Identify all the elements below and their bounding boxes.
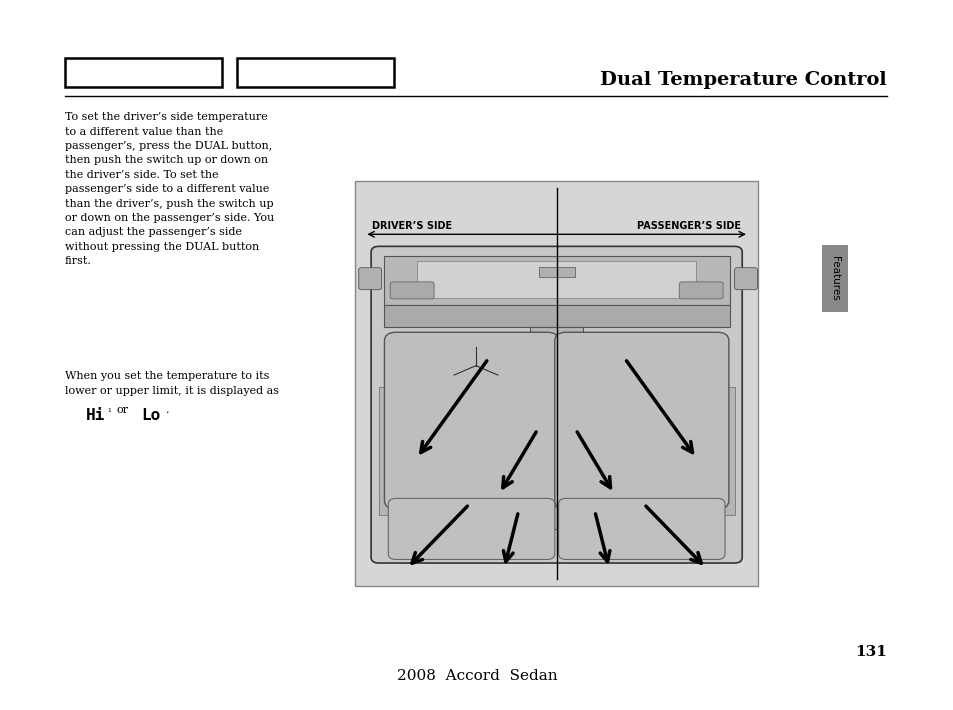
Bar: [383, 256, 729, 305]
Text: lower or upper limit, it is displayed as: lower or upper limit, it is displayed as: [65, 386, 278, 396]
FancyBboxPatch shape: [679, 282, 722, 299]
Text: PASSENGER’S SIDE: PASSENGER’S SIDE: [637, 221, 740, 231]
Bar: [65, 58, 222, 87]
Text: 2008  Accord  Sedan: 2008 Accord Sedan: [396, 669, 557, 683]
Bar: [355, 181, 758, 586]
FancyBboxPatch shape: [358, 268, 381, 290]
Bar: [416, 261, 696, 298]
Bar: [705, 387, 734, 515]
Text: Hi: Hi: [86, 408, 105, 422]
FancyBboxPatch shape: [734, 268, 757, 290]
Text: Lo: Lo: [141, 408, 160, 422]
Bar: [383, 305, 729, 327]
Bar: [530, 327, 582, 529]
FancyBboxPatch shape: [558, 498, 724, 559]
Text: Dual Temperature Control: Dual Temperature Control: [599, 71, 886, 89]
Bar: [355, 181, 758, 586]
Text: Features: Features: [829, 256, 840, 301]
Circle shape: [471, 362, 479, 369]
Text: When you set the temperature to its: When you set the temperature to its: [65, 371, 269, 381]
Text: .: .: [166, 405, 170, 415]
FancyBboxPatch shape: [371, 246, 741, 563]
FancyBboxPatch shape: [388, 498, 555, 559]
FancyBboxPatch shape: [390, 282, 434, 299]
Text: or: or: [116, 405, 129, 415]
FancyBboxPatch shape: [555, 332, 728, 509]
FancyBboxPatch shape: [384, 332, 558, 509]
Bar: [537, 267, 574, 277]
Text: DRIVER’S SIDE: DRIVER’S SIDE: [372, 221, 452, 231]
Bar: [821, 245, 847, 312]
Text: ₁: ₁: [108, 405, 112, 414]
Text: To set the driver’s side temperature
to a different value than the
passenger’s, : To set the driver’s side temperature to …: [65, 112, 274, 266]
Bar: [378, 387, 407, 515]
Text: 131: 131: [855, 645, 886, 659]
Bar: [236, 58, 394, 87]
